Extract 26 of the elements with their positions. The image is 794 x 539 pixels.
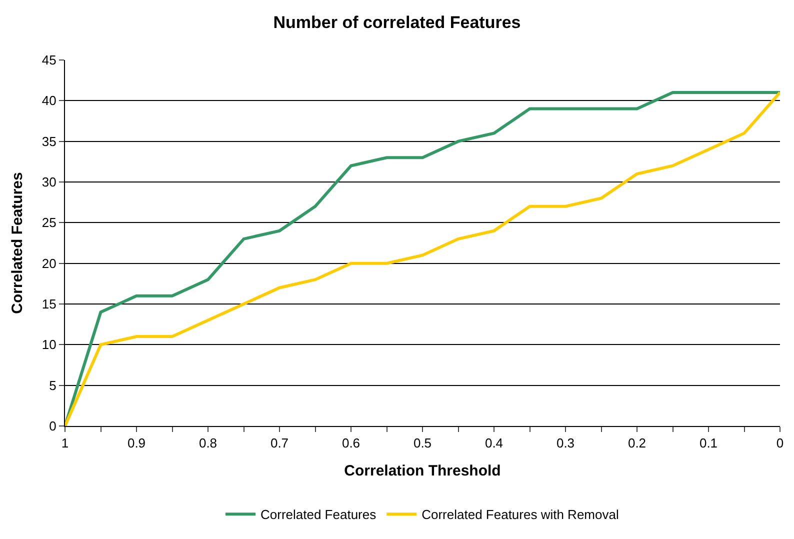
y-tick-label: 35 — [42, 134, 56, 149]
y-axis-title: Correlated Features — [9, 172, 26, 314]
x-tick-label: 0.3 — [556, 436, 575, 451]
chart-title: Number of correlated Features — [273, 13, 521, 32]
x-tick-label: 0.4 — [484, 436, 504, 451]
x-tick-label: 1 — [61, 436, 69, 451]
x-tick-label: 0.1 — [699, 436, 718, 451]
y-tick-label: 5 — [49, 378, 56, 393]
x-tick-label: 0.7 — [270, 436, 289, 451]
y-tick-label: 15 — [42, 296, 56, 312]
y-tick-label: 10 — [42, 337, 56, 352]
x-tick-label: 0.2 — [628, 436, 646, 451]
legend-label: Correlated Features with Removal — [422, 507, 619, 522]
y-tick-label: 20 — [42, 256, 56, 271]
x-tick-label: 0 — [776, 436, 784, 451]
y-tick-label: 45 — [42, 52, 56, 68]
y-tick-label: 30 — [42, 174, 56, 190]
x-tick-label: 0.9 — [127, 436, 146, 451]
x-tick-label: 0.5 — [413, 436, 432, 451]
y-tick-label: 0 — [49, 418, 56, 434]
y-tick-label: 40 — [42, 93, 56, 108]
legend-label: Correlated Features — [260, 507, 377, 522]
y-tick-label: 25 — [42, 215, 56, 230]
x-axis-title: Correlation Threshold — [344, 462, 501, 480]
x-tick-label: 0.6 — [342, 436, 360, 451]
x-tick-label: 0.8 — [198, 436, 218, 451]
